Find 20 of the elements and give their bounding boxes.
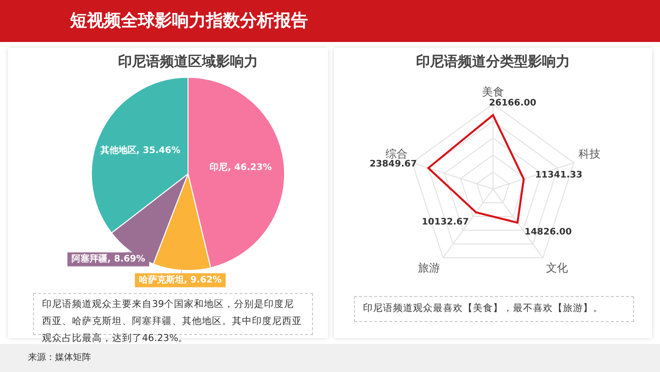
text: 11341.33 — [535, 170, 582, 181]
spoke-label: 科技 — [578, 147, 601, 160]
chart-title: 印尼语频道区域影响力 — [118, 54, 258, 70]
spoke-label: 综合 — [385, 147, 408, 160]
chart-title: 印尼语频道分类型影响力 — [416, 54, 570, 70]
spoke-label: 美食 — [482, 85, 504, 98]
text: 10132.67 — [422, 217, 469, 228]
slice-label: 印尼, 46.23% — [210, 162, 272, 173]
text: 26166.00 — [489, 98, 536, 108]
text: 23849.67 — [370, 160, 417, 170]
slice-label: 阿塞拜疆, 8.69% — [71, 254, 146, 265]
spoke-label: 文化 — [546, 261, 568, 274]
slice-label: 哈萨克斯坦, 9.62% — [138, 274, 222, 286]
text: 印尼语频道观众主要来自39个国家和地区，分别是印度尼西亚、哈萨克斯坦、阿塞拜疆、其他地区。其中印度尼西亚观众占比最高，达到了46.23%。 — [41, 298, 303, 344]
spoke-label: 旅游 — [418, 261, 440, 274]
source-note: 来源：媒体矩阵 — [0, 344, 660, 372]
text: 短视频全球影响力指数分析报告 — [0, 0, 660, 42]
text: 印尼语频道观众最喜欢【美食】，最不喜欢【旅游】。 — [354, 296, 634, 322]
slice-label: 其他地区, 35.46% — [99, 144, 180, 156]
text: 14826.00 — [524, 228, 572, 238]
